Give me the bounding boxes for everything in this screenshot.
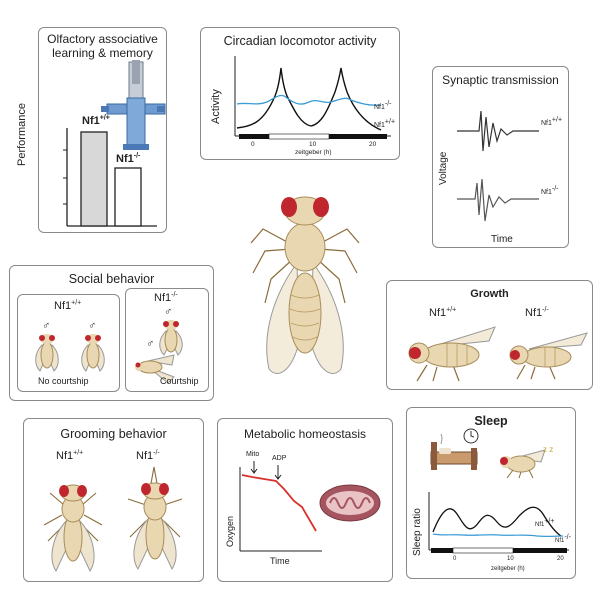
synaptic-ylabel: Voltage xyxy=(438,151,449,185)
growth-right-label: Nf1-/- xyxy=(525,306,549,319)
social-wildtype-box: Nf1+/+ ♂ ♂ No courtship xyxy=(17,294,120,392)
olfactory-title: Olfactory associative learning & memory xyxy=(47,32,158,60)
sleep-title: Sleep xyxy=(474,414,508,428)
sleep-xlabel: zeitgeber (h) xyxy=(491,566,525,572)
sleep-panel: Sleep z z Sleep ratio Nf1+/+ Nf1-/- 0 10… xyxy=(406,407,576,579)
circadian-tick-0: 0 xyxy=(251,141,255,148)
synaptic-panel: Synaptic transmission Voltage Nf1+/+ Nf1… xyxy=(432,66,569,248)
social-panel: Social behavior Nf1+/+ ♂ ♂ No courtship … xyxy=(9,265,214,401)
social-right-label: Nf1-/- xyxy=(154,291,178,304)
circadian-panel: Circadian locomotor activity Activity 0 … xyxy=(200,27,400,160)
t-maze-apparatus-icon xyxy=(101,60,166,150)
bed-icon xyxy=(430,433,478,470)
circadian-mutant-trace xyxy=(236,94,382,106)
circadian-tick-20: 20 xyxy=(369,141,377,148)
metabolic-ylabel: Oxygen xyxy=(225,515,235,547)
social-mutant-box: Nf1-/- ♂ ♂ Courtship xyxy=(125,288,209,392)
male-symbol-2: ♂ xyxy=(88,320,97,332)
circadian-label-mutant: Nf1-/- xyxy=(374,100,392,111)
olfactory-bar-chart xyxy=(63,128,157,227)
male-symbol-1: ♂ xyxy=(42,320,51,332)
circadian-xlabel: zeitgeber (h) xyxy=(295,149,332,156)
fly-icon xyxy=(159,320,183,356)
growth-mutant-fly xyxy=(509,332,588,380)
circadian-tick-10: 10 xyxy=(309,141,317,148)
metabolic-panel: Metabolic homeostasis Oxygen Mito ADP Ti… xyxy=(217,418,393,582)
mito-label: Mito xyxy=(246,451,260,458)
grooming-wildtype-fly xyxy=(43,484,103,573)
sleep-label-mutant: Nf1-/- xyxy=(555,534,571,544)
synaptic-label-mutant: Nf1-/- xyxy=(541,185,559,196)
synaptic-label-wt: Nf1+/+ xyxy=(541,116,563,127)
bar-wildtype xyxy=(80,131,108,227)
sleeping-fly-icon xyxy=(500,449,546,479)
male-symbol-3: ♂ xyxy=(164,306,173,318)
sleep-tick-0: 0 xyxy=(453,556,457,562)
olfactory-ylabel: Performance xyxy=(16,103,28,166)
sleep-mutant-trace xyxy=(432,533,564,538)
clock-icon xyxy=(463,428,479,444)
courting-fly-icon xyxy=(135,354,175,384)
olfactory-panel: Olfactory associative learning & memory … xyxy=(16,27,167,233)
no-courtship-label: No courtship xyxy=(38,376,89,386)
grooming-title: Grooming behavior xyxy=(60,427,167,441)
growth-panel: Growth Nf1+/+ Nf1-/- xyxy=(386,280,593,390)
grooming-mutant-fly xyxy=(127,466,183,571)
sleep-plot xyxy=(428,492,569,554)
growth-left-label: Nf1+/+ xyxy=(429,306,457,319)
sleep-ylabel: Sleep ratio xyxy=(412,508,423,556)
grooming-panel: Grooming behavior Nf1+/+ Nf1-/- xyxy=(23,418,204,582)
growth-wildtype-fly xyxy=(408,326,496,382)
synaptic-trace-mutant xyxy=(457,178,539,222)
circadian-title: Circadian locomotor activity xyxy=(223,34,377,48)
bar1-label: Nf1+/+ xyxy=(82,114,110,127)
synaptic-trace-wildtype xyxy=(457,110,539,152)
growth-title: Growth xyxy=(470,288,509,300)
oxygen-consumption-plot xyxy=(239,461,322,552)
social-left-label: Nf1+/+ xyxy=(54,299,82,312)
circadian-ylabel: Activity xyxy=(210,89,222,124)
sleep-tick-20: 20 xyxy=(557,556,564,562)
male-symbol-4: ♂ xyxy=(146,338,155,350)
mitochondrion-icon xyxy=(319,484,381,522)
grooming-left-label: Nf1+/+ xyxy=(56,449,84,462)
circadian-label-wt: Nf1+/+ xyxy=(374,118,396,129)
fly-icon xyxy=(81,334,105,372)
synaptic-xlabel: Time xyxy=(491,234,513,245)
grooming-right-label: Nf1-/- xyxy=(136,449,160,462)
synaptic-title: Synaptic transmission xyxy=(442,73,559,87)
metabolic-xlabel: Time xyxy=(270,556,290,566)
circadian-plot xyxy=(234,56,391,140)
bar2-label: Nf1-/- xyxy=(116,152,141,165)
adp-label: ADP xyxy=(272,455,287,462)
sleep-label-wt: Nf1+/+ xyxy=(535,518,555,528)
central-fly-illustration xyxy=(250,196,360,374)
social-title: Social behavior xyxy=(68,272,155,286)
bar-mutant xyxy=(114,167,142,227)
sleep-zz: z z xyxy=(543,445,554,454)
fly-icon xyxy=(35,334,59,372)
sleep-tick-10: 10 xyxy=(507,556,514,562)
courtship-label: Courtship xyxy=(160,376,199,386)
metabolic-title: Metabolic homeostasis xyxy=(243,427,367,441)
